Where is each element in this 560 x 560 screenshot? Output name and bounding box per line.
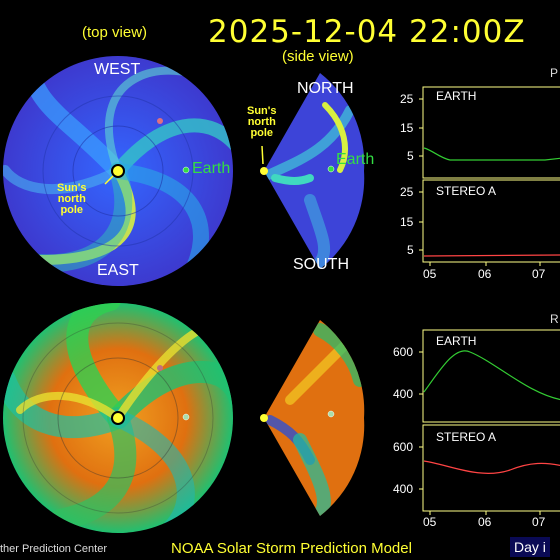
- sun-marker-side: [260, 167, 268, 175]
- ytick-velocity-earth-600: 600: [393, 345, 414, 359]
- ytick-density-stereo-25: 25: [400, 185, 414, 199]
- sun-label-side-line-3: pole: [250, 127, 274, 139]
- ytick-density-earth-25: 25: [400, 92, 414, 106]
- footer-credit: ther Prediction Center: [0, 543, 107, 555]
- ytick-density-stereo-5: 5: [407, 243, 414, 257]
- north-label: NORTH: [297, 80, 354, 97]
- ytick-density-stereo-15: 15: [400, 215, 414, 229]
- sun-label-line-1: Sun's: [57, 182, 87, 194]
- sun-label-side-line-1: Sun's: [247, 105, 277, 117]
- ytick-density-earth-5: 5: [407, 149, 414, 163]
- sun-label-line-2: north: [57, 193, 86, 205]
- footer-day-label: Day i: [510, 537, 550, 557]
- earth-marker-velocity-side: [327, 410, 335, 418]
- density-header-fragment: P: [550, 66, 559, 80]
- earth-label: Earth: [192, 160, 231, 177]
- stereo-a-marker-velocity: [157, 365, 163, 371]
- footer-title: NOAA Solar Storm Prediction Model: [171, 540, 412, 557]
- density-stereo-plot: [422, 179, 560, 263]
- density-side-view-wedge: [264, 73, 365, 269]
- ytick-density-earth-15: 15: [400, 121, 414, 135]
- earth-marker: [182, 166, 190, 174]
- stereo-a-marker: [157, 118, 163, 124]
- sun-marker-velocity-side: [260, 414, 268, 422]
- earth-label-side: Earth: [336, 151, 375, 168]
- ytick-velocity-earth-400: 400: [393, 387, 414, 401]
- plot-tick-marks: [419, 98, 541, 515]
- velocity-earth-plot: [422, 329, 560, 423]
- xtick-density-07: 07: [532, 267, 546, 281]
- xtick-density-06: 06: [478, 267, 492, 281]
- datetime-title: 2025-12-04 22:00Z: [208, 14, 526, 50]
- xtick-velocity-07: 07: [532, 515, 546, 529]
- velocity-stereo-label: STEREO A: [433, 430, 500, 444]
- ytick-velocity-stereo-600: 600: [393, 440, 414, 454]
- density-earth-label: EARTH: [433, 89, 480, 103]
- sun-label-side-line-2: north: [247, 116, 276, 128]
- velocity-header-fragment: R: [550, 312, 559, 326]
- side-view-label: (side view): [282, 48, 354, 65]
- west-label: WEST: [94, 61, 141, 78]
- south-label: SOUTH: [293, 256, 349, 273]
- east-label: EAST: [97, 262, 139, 279]
- density-earth-plot: [422, 86, 560, 179]
- earth-marker-side: [327, 165, 335, 173]
- sun-label-line-3: pole: [60, 204, 84, 216]
- sun-pointer: [104, 175, 114, 185]
- xtick-velocity-06: 06: [478, 515, 492, 529]
- sun-north-pole-label-side: Sun's north pole: [247, 106, 277, 139]
- density-stereo-label: STEREO A: [433, 184, 500, 198]
- velocity-stereo-plot: [422, 424, 560, 512]
- ytick-velocity-stereo-400: 400: [393, 482, 414, 496]
- sun-marker: [111, 164, 125, 178]
- sun-pointer-side: [261, 145, 264, 165]
- sun-north-pole-label: Sun's north pole: [57, 183, 87, 216]
- earth-marker-velocity: [182, 413, 190, 421]
- velocity-side-view-wedge: [264, 320, 365, 516]
- sun-marker-velocity: [111, 411, 125, 425]
- velocity-earth-label: EARTH: [433, 334, 480, 348]
- top-view-label: (top view): [82, 24, 148, 41]
- xtick-velocity-05: 05: [423, 515, 437, 529]
- xtick-density-05: 05: [423, 267, 437, 281]
